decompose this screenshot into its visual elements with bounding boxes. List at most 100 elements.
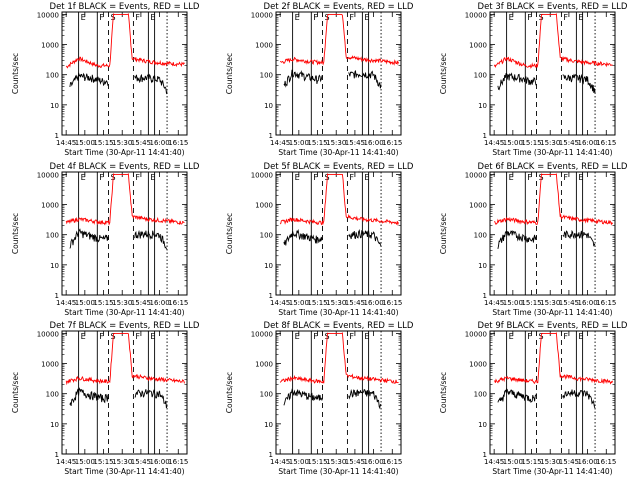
y-tick-label: 10000 — [37, 330, 59, 338]
marker-label: F — [313, 173, 318, 182]
x-tick-label: 14:45 — [484, 458, 504, 466]
marker-label: F — [563, 332, 568, 341]
x-tick-label: 16:15 — [168, 139, 188, 147]
series-line-events — [69, 386, 168, 409]
plot-frame — [489, 171, 616, 296]
marker-label: F — [135, 332, 140, 341]
x-tick-label: 16:15 — [596, 299, 616, 307]
marker-label: E — [150, 332, 155, 341]
x-tick-label: 14:45 — [270, 139, 290, 147]
panel-title: Det 8f BLACK = Events, RED = LLD — [264, 321, 414, 331]
marker-label: E — [364, 173, 369, 182]
x-tick-label: 14:45 — [270, 299, 290, 307]
marker-label: E — [295, 332, 300, 341]
y-tick-label: 1000 — [469, 202, 487, 210]
x-tick-label: 15:45 — [345, 299, 365, 307]
series-line-lld — [493, 13, 613, 69]
series-line-lld — [494, 173, 613, 226]
series-line-events — [283, 228, 382, 247]
marker-label: F — [563, 173, 568, 182]
y-tick-label: 10000 — [251, 171, 273, 179]
y-tick-label: 100 — [474, 391, 487, 399]
x-tick-label: 16:00 — [577, 139, 597, 147]
x-tick-label: 15:15 — [93, 139, 113, 147]
y-tick-label: 1 — [55, 132, 59, 140]
y-tick-label: 1000 — [469, 42, 487, 50]
y-tick-label: 10 — [478, 262, 487, 270]
x-tick-label: 15:30 — [112, 139, 132, 147]
panel-det-1: Det 1f BLACK = Events, RED = LLD Counts/s… — [11, 2, 200, 157]
y-axis-label: Counts/sec — [11, 372, 20, 413]
plot-frame — [275, 330, 402, 455]
x-tick-label: 15:15 — [521, 299, 541, 307]
y-tick-label: 1 — [55, 292, 59, 300]
x-tick-label: 15:30 — [326, 299, 346, 307]
x-tick-label: 15:15 — [521, 458, 541, 466]
marker-label: F — [527, 173, 532, 182]
y-axis-label: Counts/sec — [225, 213, 234, 254]
x-axis-label: Start Time (30-Apr-11 14:41:40) — [492, 308, 612, 317]
plot-frame — [275, 11, 402, 136]
series-line-events — [69, 72, 168, 95]
plot-frame — [61, 11, 188, 136]
y-tick-label: 10 — [50, 102, 59, 110]
x-axis-label: Start Time (30-Apr-11 14:41:40) — [492, 467, 612, 476]
marker-label: E — [578, 332, 583, 341]
x-tick-label: 15:15 — [307, 299, 327, 307]
x-axis-label: Start Time (30-Apr-11 14:41:40) — [278, 467, 398, 476]
marker-label: E — [364, 332, 369, 341]
x-axis-label: Start Time (30-Apr-11 14:41:40) — [64, 148, 184, 157]
marker-label: F — [135, 173, 140, 182]
y-tick-label: 1 — [483, 132, 487, 140]
x-tick-label: 14:45 — [484, 139, 504, 147]
panel-det-6: Det 6f BLACK = Events, RED = LLD Counts/s… — [439, 162, 628, 317]
y-tick-label: 100 — [46, 72, 59, 80]
y-tick-label: 10000 — [465, 330, 487, 338]
marker-label: E — [364, 13, 369, 22]
panel-title: Det 2f BLACK = Events, RED = LLD — [264, 2, 414, 12]
y-axis-label: Counts/sec — [439, 213, 448, 254]
x-axis-label: Start Time (30-Apr-11 14:41:40) — [64, 467, 184, 476]
marker-label: E — [509, 13, 514, 22]
y-tick-label: 10 — [50, 421, 59, 429]
y-tick-label: 1000 — [469, 361, 487, 369]
marker-label: E — [578, 173, 583, 182]
panel-det-2: Det 2f BLACK = Events, RED = LLD Counts/s… — [225, 2, 414, 157]
x-tick-label: 16:00 — [363, 299, 383, 307]
y-tick-label: 10 — [478, 421, 487, 429]
x-tick-label: 15:00 — [75, 458, 95, 466]
x-tick-label: 16:00 — [149, 458, 169, 466]
y-tick-label: 1 — [55, 451, 59, 459]
x-axis-label: Start Time (30-Apr-11 14:41:40) — [278, 308, 398, 317]
x-tick-label: 16:15 — [382, 139, 402, 147]
x-tick-label: 16:00 — [149, 299, 169, 307]
series-line-events — [69, 228, 168, 250]
y-tick-label: 1 — [269, 132, 273, 140]
marker-label: E — [509, 332, 514, 341]
y-tick-label: 1000 — [255, 361, 273, 369]
x-tick-label: 16:00 — [363, 139, 383, 147]
x-tick-label: 16:15 — [168, 299, 188, 307]
x-tick-label: 15:00 — [75, 299, 95, 307]
marker-label: E — [578, 13, 583, 22]
panel-title: Det 9f BLACK = Events, RED = LLD — [478, 321, 628, 331]
x-tick-label: 15:15 — [521, 139, 541, 147]
x-tick-label: 15:30 — [112, 458, 132, 466]
y-axis-label: Counts/sec — [11, 213, 20, 254]
y-tick-label: 10 — [264, 262, 273, 270]
marker-label: F — [313, 332, 318, 341]
y-tick-label: 1 — [483, 451, 487, 459]
x-tick-label: 15:30 — [326, 458, 346, 466]
marker-label: F — [563, 13, 568, 22]
series-line-lld — [279, 173, 399, 226]
marker-label: F — [99, 173, 104, 182]
x-tick-label: 15:45 — [345, 458, 365, 466]
marker-label: E — [150, 173, 155, 182]
panel-title: Det 1f BLACK = Events, RED = LLD — [50, 2, 200, 12]
x-axis-label: Start Time (30-Apr-11 14:41:40) — [492, 148, 612, 157]
y-tick-label: 10 — [264, 102, 273, 110]
marker-label: E — [295, 173, 300, 182]
panel-det-8: Det 8f BLACK = Events, RED = LLD Counts/s… — [225, 321, 414, 476]
y-tick-label: 100 — [474, 232, 487, 240]
panel-title: Det 6f BLACK = Events, RED = LLD — [478, 162, 628, 172]
